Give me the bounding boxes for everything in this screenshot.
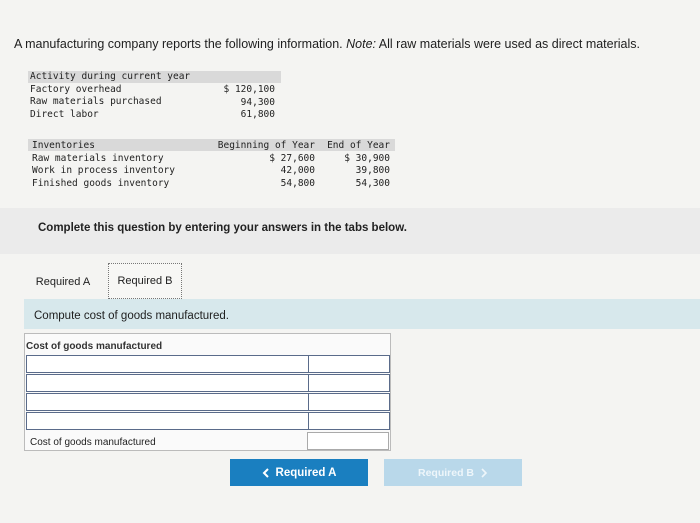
tab-required-a[interactable]: Required A	[27, 266, 99, 298]
worksheet-title: Cost of goods manufactured	[26, 341, 163, 352]
inventories-end-column: End of Year $ 30,900 39,800 54,300	[322, 140, 390, 190]
activity-value: 61,800	[240, 109, 275, 120]
total-input[interactable]	[307, 432, 389, 450]
end-of-year-header: End of Year	[327, 140, 390, 151]
prev-button-label: Required A	[275, 466, 337, 479]
tab-label: Required B	[117, 275, 173, 287]
column-divider	[308, 413, 309, 429]
inventory-label: Raw materials inventory	[32, 152, 164, 164]
end-value: 39,800	[355, 165, 390, 176]
end-value: 54,300	[355, 177, 390, 189]
activity-table: Activity during current year Factory ove…	[30, 71, 190, 121]
activity-value: $ 120,100	[223, 84, 275, 95]
inventories-header-band	[28, 139, 395, 151]
next-button-label: Required B	[417, 466, 474, 479]
column-divider	[308, 356, 309, 372]
prev-required-a-button[interactable]: Required A	[230, 459, 368, 486]
activity-header-band-values	[203, 71, 281, 83]
next-required-b-button[interactable]: Required B	[384, 459, 522, 486]
tab-label: Required A	[35, 276, 91, 288]
worksheet-row	[26, 374, 390, 392]
activity-value: 94,300	[240, 96, 275, 108]
question-intro: A manufacturing company reports the foll…	[14, 37, 640, 51]
chevron-right-icon	[481, 467, 488, 478]
note-label: Note:	[346, 37, 377, 51]
tab-instruction-band	[24, 299, 700, 329]
cogm-worksheet	[24, 333, 391, 451]
column-divider	[308, 375, 309, 391]
activity-values: $ 120,100 94,300 61,800	[205, 84, 275, 122]
instructions-banner	[0, 208, 700, 254]
worksheet-row	[26, 393, 390, 411]
beginning-value: 42,000	[280, 165, 315, 176]
activity-label: Raw materials purchased	[30, 96, 162, 107]
tab-required-b[interactable]: Required B	[108, 263, 182, 299]
beginning-value: $ 27,600	[269, 152, 315, 164]
chevron-left-icon	[262, 467, 269, 478]
beginning-value: 54,800	[280, 177, 315, 189]
column-divider	[308, 394, 309, 410]
inventories-header: Inventories	[32, 140, 95, 151]
inventories-beginning-column: Beginning of Year $ 27,600 42,000 54,800	[205, 140, 315, 190]
activity-label: Factory overhead	[30, 83, 122, 95]
inventories-labels: Inventories Raw materials inventory Work…	[32, 140, 175, 190]
worksheet-row	[26, 355, 390, 373]
beginning-of-year-header: Beginning of Year	[217, 140, 315, 151]
note-text: All raw materials were used as direct ma…	[376, 37, 640, 51]
instructions-text: Complete this question by entering your …	[38, 222, 407, 234]
total-label: Cost of goods manufactured	[30, 437, 156, 448]
activity-header: Activity during current year	[30, 71, 191, 82]
activity-label: Direct labor	[30, 108, 99, 120]
tab-instruction: Compute cost of goods manufactured.	[34, 310, 229, 322]
activity-header-band	[28, 71, 203, 83]
end-value: $ 30,900	[344, 152, 390, 164]
inventory-label: Finished goods inventory	[32, 177, 170, 189]
worksheet-row	[26, 412, 390, 430]
inventory-label: Work in process inventory	[32, 165, 175, 176]
intro-text: A manufacturing company reports the foll…	[14, 37, 347, 51]
